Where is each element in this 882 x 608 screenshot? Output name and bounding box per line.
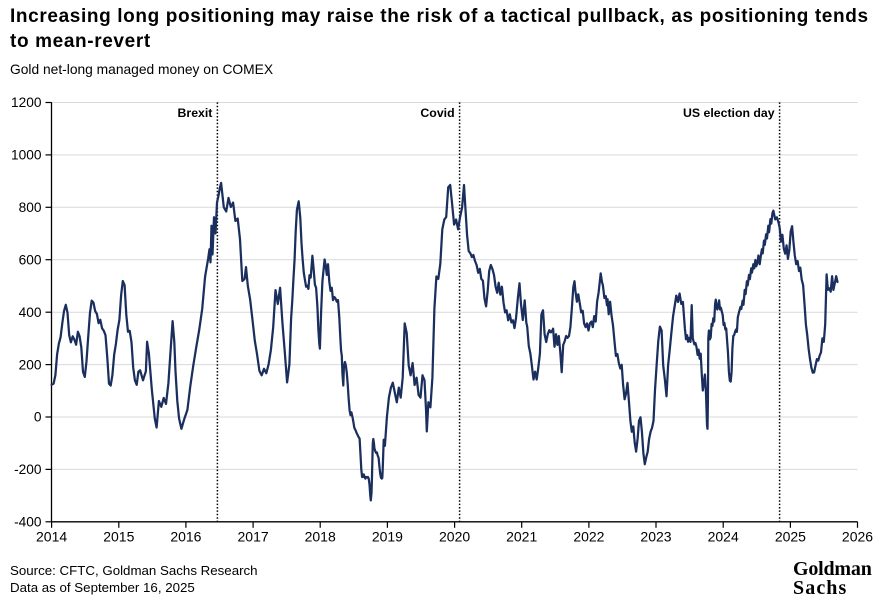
svg-text:-200: -200 (14, 462, 42, 477)
svg-text:0: 0 (34, 410, 42, 425)
svg-text:2019: 2019 (372, 529, 403, 545)
svg-text:2025: 2025 (775, 529, 806, 545)
svg-text:400: 400 (19, 305, 42, 320)
svg-text:2015: 2015 (103, 529, 134, 545)
svg-text:US election day: US election day (683, 106, 775, 120)
svg-text:200: 200 (19, 357, 42, 372)
svg-text:1000: 1000 (11, 148, 42, 163)
svg-text:800: 800 (19, 200, 42, 215)
svg-text:2024: 2024 (708, 529, 739, 545)
svg-text:2016: 2016 (170, 529, 201, 545)
svg-text:-400: -400 (14, 515, 42, 530)
svg-text:2022: 2022 (573, 529, 604, 545)
svg-text:600: 600 (19, 252, 42, 267)
svg-text:Brexit: Brexit (178, 106, 213, 120)
svg-text:2020: 2020 (439, 529, 470, 545)
svg-text:2023: 2023 (640, 529, 671, 545)
svg-text:2026: 2026 (842, 529, 873, 545)
svg-text:2014: 2014 (36, 529, 67, 545)
svg-text:2021: 2021 (506, 529, 537, 545)
svg-text:2017: 2017 (238, 529, 269, 545)
svg-text:Covid: Covid (420, 106, 454, 120)
svg-text:2018: 2018 (305, 529, 336, 545)
svg-text:1200: 1200 (11, 95, 42, 110)
